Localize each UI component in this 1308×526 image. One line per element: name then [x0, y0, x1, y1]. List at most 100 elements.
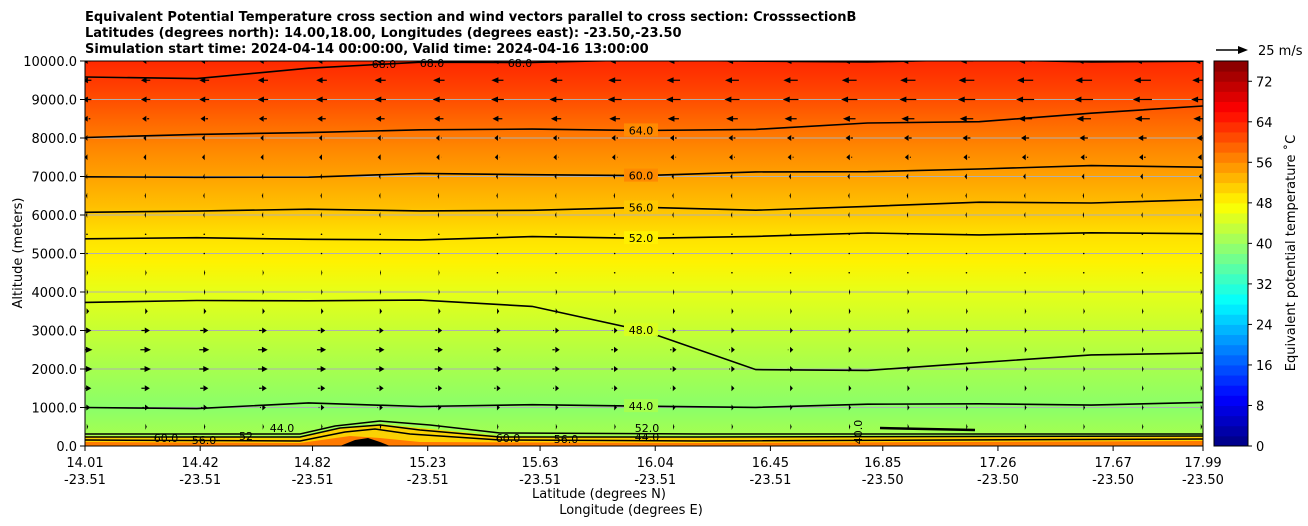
colorbar-segment: [1214, 425, 1248, 437]
wind-vector-head: [379, 366, 385, 372]
wind-vector-head: [379, 346, 385, 353]
wind-vector-head: [491, 77, 499, 84]
wind-vector: [907, 271, 909, 274]
wind-vector-head: [845, 135, 850, 141]
wind-vector-head: [555, 327, 560, 334]
surface-contour-label: 60.0: [496, 432, 521, 445]
wind-vector-head: [379, 385, 384, 392]
wind-vector-head: [143, 154, 147, 161]
colorbar-tick-label: 24: [1256, 318, 1273, 333]
wind-vector-head: [142, 115, 147, 122]
wind-vector-head: [257, 96, 264, 103]
wind-vector-head: [437, 346, 443, 353]
wind-vector-head: [1199, 192, 1202, 199]
wind-vector-head: [260, 154, 264, 161]
wind-vector-head: [790, 289, 792, 295]
wind-vector-head: [145, 289, 147, 295]
wind-vector-head: [1200, 289, 1203, 295]
wind-vector-head: [1199, 212, 1202, 218]
wind-vector-head: [1133, 77, 1141, 84]
wind-vector-head: [320, 366, 327, 372]
wind-vector-head: [848, 404, 852, 411]
colorbar-segment: [1214, 223, 1248, 234]
wind-vector-head: [731, 327, 735, 334]
wind-vectors: [85, 61, 1203, 430]
wind-vector-head: [261, 346, 268, 353]
y-tick-label: 3000.0: [32, 325, 78, 340]
wind-vector-head: [614, 404, 617, 411]
wind-vector-head: [144, 173, 146, 180]
wind-vector-head: [85, 61, 88, 64]
wind-vector-head: [262, 327, 267, 334]
wind-vector-head: [204, 289, 206, 295]
x-tick-label-longitude: -23.51: [634, 473, 676, 488]
colorbar-segment: [1214, 162, 1248, 173]
wind-vector-head: [318, 135, 323, 141]
wind-vector-head: [1024, 423, 1027, 430]
x-tick-label-latitude: 14.82: [294, 456, 331, 471]
wind-vector-head: [1083, 423, 1085, 430]
wind-vector-head: [848, 423, 851, 430]
wind-vector-head: [143, 135, 147, 141]
wind-vector: [1141, 252, 1144, 255]
wind-vector-head: [966, 385, 969, 392]
wind-vector-head: [958, 77, 966, 84]
wind-vector-head: [784, 61, 792, 64]
wind-vector-head: [144, 366, 151, 372]
wind-vector-head: [666, 77, 674, 84]
wind-vector-head: [1142, 327, 1144, 334]
colorbar-tick-label: 64: [1256, 116, 1273, 131]
wind-vector: [496, 252, 499, 255]
wind-vector-head: [1021, 135, 1026, 141]
wind-vector-head: [907, 289, 909, 295]
colorbar-segment: [1214, 334, 1248, 346]
wind-vector-head: [787, 154, 792, 161]
wind-vector-head: [789, 212, 791, 218]
wind-vector-head: [550, 61, 558, 64]
wind-vector: [965, 252, 968, 255]
x-tick-label-longitude: -23.50: [977, 473, 1019, 488]
wind-vector-head: [145, 269, 147, 276]
colorbar-tick-label: 32: [1256, 278, 1273, 293]
wind-vector-head: [144, 346, 151, 353]
colorbar-segment: [1214, 283, 1248, 295]
colorbar-tick-label: 72: [1256, 75, 1273, 90]
wind-vector-head: [379, 212, 381, 218]
wind-vector-head: [436, 154, 440, 161]
colorbar-segment: [1214, 253, 1248, 265]
wind-vector: [203, 233, 206, 236]
wind-vector-head: [1196, 135, 1202, 141]
wind-vector-head: [555, 423, 558, 430]
wind-vector-head: [966, 423, 968, 430]
y-tick-label: 5000.0: [32, 248, 78, 263]
x-tick-label-longitude: -23.50: [862, 473, 904, 488]
chart-title-line-1: Equivalent Potential Temperature cross s…: [85, 10, 856, 25]
wind-vector-head: [782, 96, 790, 103]
wind-vector-head: [262, 423, 264, 430]
chart-title-line-2: Latitudes (degrees north): 14.00,18.00, …: [85, 26, 682, 41]
y-tick-label: 7000.0: [32, 171, 78, 186]
wind-vector: [437, 252, 440, 255]
colorbar-segment: [1214, 61, 1248, 72]
wind-vector-head: [1083, 385, 1086, 392]
contour-label-backdrop: [624, 168, 658, 182]
wind-vector-head: [613, 212, 615, 218]
wind-vector-head: [200, 61, 206, 64]
wind-vector-head: [904, 154, 909, 161]
wind-vector-head: [321, 269, 323, 276]
wind-vector-head: [790, 423, 792, 430]
wind-vector-head: [728, 135, 733, 141]
wind-vector-head: [258, 115, 264, 122]
wind-vector-head: [965, 212, 967, 218]
wind-vector-head: [550, 115, 558, 122]
x-tick-label-longitude: -23.50: [1182, 473, 1224, 488]
wind-vector: [965, 271, 968, 274]
wind-vector-head: [907, 404, 910, 411]
wind-vector-head: [1083, 404, 1086, 411]
colorbar-segment: [1214, 344, 1248, 356]
wind-vector-head: [1021, 154, 1026, 161]
colorbar-segment: [1214, 304, 1248, 315]
wind-vector: [496, 271, 499, 274]
x-axis-ticks: 14.01 -23.51 14.42 -23.51 14.82 -23.51 15.23 -2…: [64, 446, 1224, 488]
